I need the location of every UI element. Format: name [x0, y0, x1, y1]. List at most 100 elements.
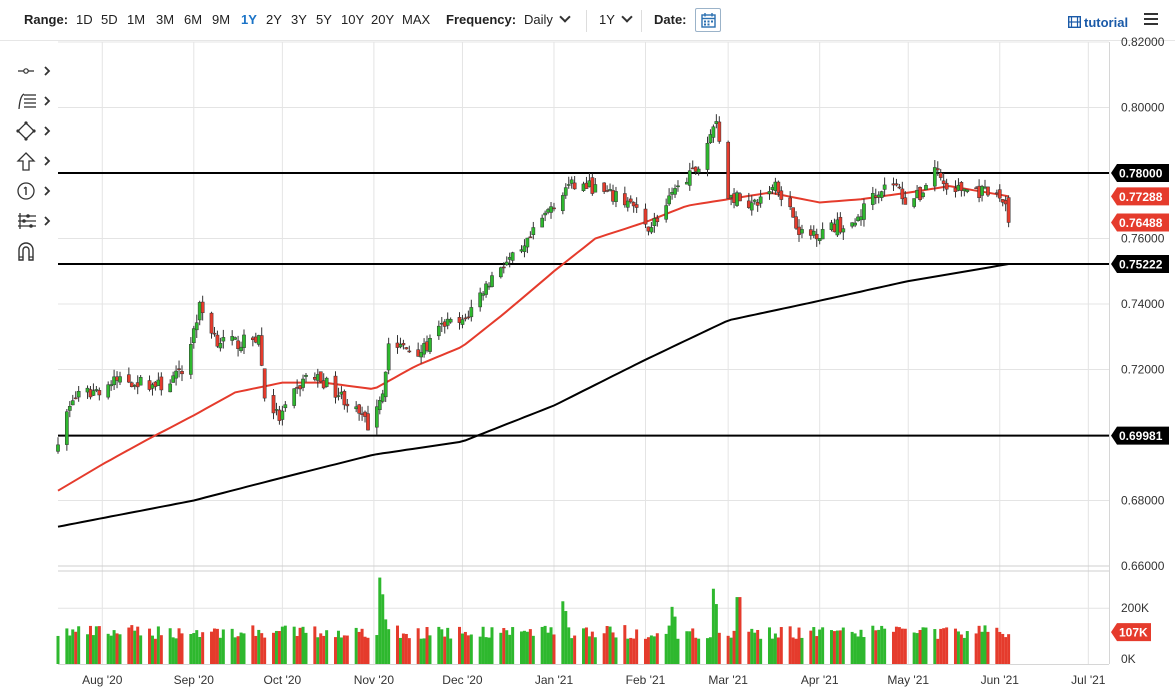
- range-9m-button[interactable]: 9M: [212, 12, 231, 27]
- volume-bar: [508, 634, 512, 664]
- indicator-tool[interactable]: [16, 211, 56, 233]
- candle-body: [664, 205, 669, 220]
- volume-bar: [109, 635, 113, 664]
- range-3m-button[interactable]: 3M: [156, 12, 175, 27]
- volume-bar: [933, 629, 937, 664]
- price-tag-text: 0.76488: [1119, 216, 1163, 230]
- volume-bar: [956, 631, 960, 664]
- volume-bar: [912, 632, 916, 664]
- calendar-icon: [701, 13, 716, 28]
- range-3y-button[interactable]: 3Y: [291, 12, 307, 27]
- volume-bar: [195, 630, 199, 664]
- tutorial-link[interactable]: tutorial: [1067, 15, 1128, 30]
- volume-bar: [384, 619, 388, 664]
- candle-body: [380, 393, 385, 402]
- candle-body: [634, 204, 639, 208]
- volume-bar: [939, 628, 943, 664]
- range-6m-button[interactable]: 6M: [184, 12, 203, 27]
- volume-bar: [156, 626, 160, 664]
- volume-bar: [325, 630, 329, 664]
- range-label: Range:: [24, 12, 69, 27]
- candle-body: [318, 371, 323, 383]
- volume-bar: [484, 637, 488, 664]
- volume-bar: [652, 636, 656, 664]
- volume-bar: [611, 632, 615, 664]
- volume-bar: [272, 632, 276, 664]
- calendar-button[interactable]: [695, 8, 721, 32]
- volume-bar: [446, 627, 450, 664]
- volume-bar: [694, 637, 698, 664]
- candle-body: [70, 400, 75, 406]
- candle-body: [271, 395, 276, 414]
- candle-body: [811, 230, 816, 236]
- x-tick-label: Aug '20: [82, 673, 123, 687]
- volume-bar: [549, 627, 553, 664]
- candle-body: [980, 186, 984, 196]
- volume-bar: [398, 637, 402, 664]
- candle-body: [552, 207, 556, 210]
- volume-bars: [56, 577, 1011, 664]
- price-tag: [1111, 213, 1169, 232]
- volume-bar: [602, 633, 606, 664]
- volume-bar: [277, 631, 281, 664]
- frequency-select[interactable]: Daily: [524, 11, 571, 27]
- volume-bar: [608, 626, 612, 664]
- volume-bar: [88, 625, 92, 664]
- candle-body: [938, 172, 943, 178]
- volume-bar: [891, 631, 895, 664]
- candle-body: [767, 191, 772, 195]
- volume-bar: [381, 594, 385, 664]
- range-max-button[interactable]: MAX: [402, 12, 431, 27]
- candle-body: [912, 198, 917, 207]
- volume-bar: [632, 638, 636, 664]
- volume-bar: [688, 631, 692, 664]
- volume-bar: [593, 637, 597, 664]
- candle-body: [448, 319, 453, 323]
- candle-body: [687, 170, 692, 186]
- fibonacci-tool[interactable]: [16, 91, 56, 113]
- candle-body: [239, 346, 243, 351]
- price-tag-text: 0.69981: [1119, 429, 1163, 443]
- range-5d-button[interactable]: 5D: [101, 12, 118, 27]
- range-1d-button[interactable]: 1D: [76, 12, 93, 27]
- volume-bar: [77, 626, 81, 664]
- x-tick-label: Jul '21: [1071, 673, 1106, 687]
- volume-bar: [791, 637, 795, 664]
- range-5y-button[interactable]: 5Y: [316, 12, 332, 27]
- candle-body: [566, 184, 571, 186]
- candle-body: [903, 197, 908, 205]
- candle-body: [563, 187, 568, 196]
- x-tick-label: May '21: [887, 673, 929, 687]
- volume-bar: [133, 630, 137, 664]
- hamburger-menu-icon[interactable]: [1144, 13, 1158, 25]
- volume-bar: [522, 630, 526, 664]
- candle-body: [171, 375, 175, 383]
- volume-bar: [378, 577, 382, 664]
- candle-body: [180, 371, 184, 375]
- volume-bar: [670, 606, 674, 664]
- magnet-tool[interactable]: [16, 241, 56, 263]
- range-1m-button[interactable]: 1M: [127, 12, 146, 27]
- toolbar: Range: 1D 5D 1M 3M 6M 9M 1Y 2Y 3Y 5Y 10Y…: [0, 0, 1175, 41]
- crosshair-tool[interactable]: [16, 61, 56, 83]
- candle-body: [528, 236, 533, 239]
- volume-bar: [466, 635, 470, 664]
- volume-bar: [673, 616, 677, 664]
- annotation-tool[interactable]: [16, 181, 56, 203]
- range-2y-button[interactable]: 2Y: [266, 12, 282, 27]
- range-20y-button[interactable]: 20Y: [371, 12, 395, 27]
- range-1y-button[interactable]: 1Y: [241, 12, 257, 27]
- x-tick-label: Dec '20: [442, 673, 483, 687]
- volume-bar: [903, 628, 907, 664]
- arrow-tool[interactable]: [16, 151, 56, 173]
- candle-body: [897, 186, 902, 189]
- drawing-toolbar: [0, 40, 58, 700]
- volume-bar: [773, 633, 777, 664]
- candle-body: [174, 370, 178, 379]
- volume-bar: [980, 631, 984, 664]
- range-10y-button[interactable]: 10Y: [341, 12, 365, 27]
- shapes-tool[interactable]: [16, 121, 56, 143]
- period-select[interactable]: 1Y: [599, 11, 633, 27]
- volume-bar: [71, 629, 75, 664]
